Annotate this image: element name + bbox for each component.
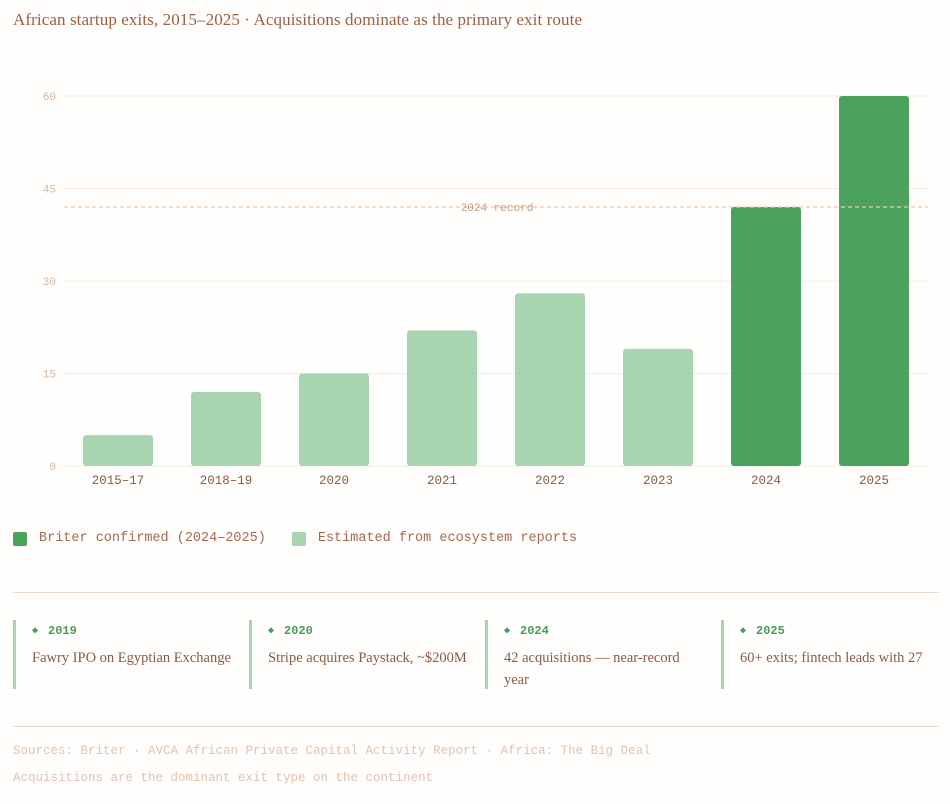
footer-note: Acquisitions are the dominant exit type … <box>13 771 434 785</box>
milestone-year: 2025 <box>756 624 785 638</box>
milestone-item: ◆ 2024 42 acquisitions — near-record year <box>485 620 705 689</box>
milestone-item: ◆ 2019 Fawry IPO on Egyptian Exchange <box>13 620 233 689</box>
milestone-text: 42 acquisitions — near-record year <box>504 650 680 688</box>
diamond-icon: ◆ <box>504 626 511 637</box>
bar <box>839 96 909 466</box>
bar-chart: 0 15 30 45 60 2015–17 2018–19 2020 2021 2022 2023 2… <box>43 92 928 488</box>
x-tick-label: 2018–19 <box>200 474 253 488</box>
x-tick-label: 2022 <box>535 474 565 488</box>
milestone-year: 2020 <box>284 624 313 638</box>
x-tick-label: 2023 <box>643 474 673 488</box>
x-tick-label: 2020 <box>319 474 349 488</box>
milestone-year: 2024 <box>520 624 549 638</box>
x-tick-label: 2025 <box>859 474 889 488</box>
bar <box>83 435 153 466</box>
x-tick-label: 2015–17 <box>92 474 145 488</box>
milestone-text: 60+ exits; fintech leads with 27 <box>740 650 923 666</box>
milestone-item: ◆ 2020 Stripe acquires Paystack, ~$200M <box>249 620 469 689</box>
y-tick-label: 0 <box>49 462 56 474</box>
reference-line-label: 2024 record <box>461 203 534 215</box>
legend-label-estimated: Estimated from ecosystem reports <box>317 531 578 546</box>
bar <box>515 293 585 466</box>
footer-sources: Sources: Briter · AVCA African Private C… <box>13 744 651 758</box>
bar <box>731 207 801 466</box>
bar <box>299 373 369 466</box>
legend-item-estimated: Estimated from ecosystem reports <box>291 531 578 546</box>
divider-bottom <box>13 726 939 727</box>
milestone-text: Stripe acquires Paystack, ~$200M <box>268 650 467 666</box>
bar <box>623 348 693 466</box>
y-tick-label: 30 <box>43 277 56 289</box>
diamond-icon: ◆ <box>32 626 39 637</box>
y-tick-label: 15 <box>43 370 56 382</box>
divider-top <box>13 592 939 593</box>
legend: Briter confirmed (2024–2025) Estimated f… <box>13 531 603 546</box>
legend-label-confirmed: Briter confirmed (2024–2025) <box>39 531 266 546</box>
y-tick-label: 60 <box>43 92 56 104</box>
x-tick-label: 2021 <box>427 474 457 488</box>
chart-title: African startup exits, 2015–2025 · Acqui… <box>13 10 583 29</box>
diamond-icon: ◆ <box>268 626 275 637</box>
legend-swatch-confirmed <box>13 531 27 546</box>
legend-swatch-estimated <box>291 531 306 546</box>
bar <box>191 392 261 466</box>
milestone-item: ◆ 2025 60+ exits; fintech leads with 27 <box>721 620 941 689</box>
milestones: ◆ 2019 Fawry IPO on Egyptian Exchange ◆ 20… <box>13 620 943 690</box>
legend-item-confirmed: Briter confirmed (2024–2025) <box>13 531 266 546</box>
milestone-text: Fawry IPO on Egyptian Exchange <box>32 650 231 666</box>
bar <box>407 330 477 466</box>
diamond-icon: ◆ <box>740 626 747 637</box>
x-tick-label: 2024 <box>751 474 781 488</box>
milestone-year: 2019 <box>48 624 77 638</box>
y-tick-label: 45 <box>43 185 56 197</box>
